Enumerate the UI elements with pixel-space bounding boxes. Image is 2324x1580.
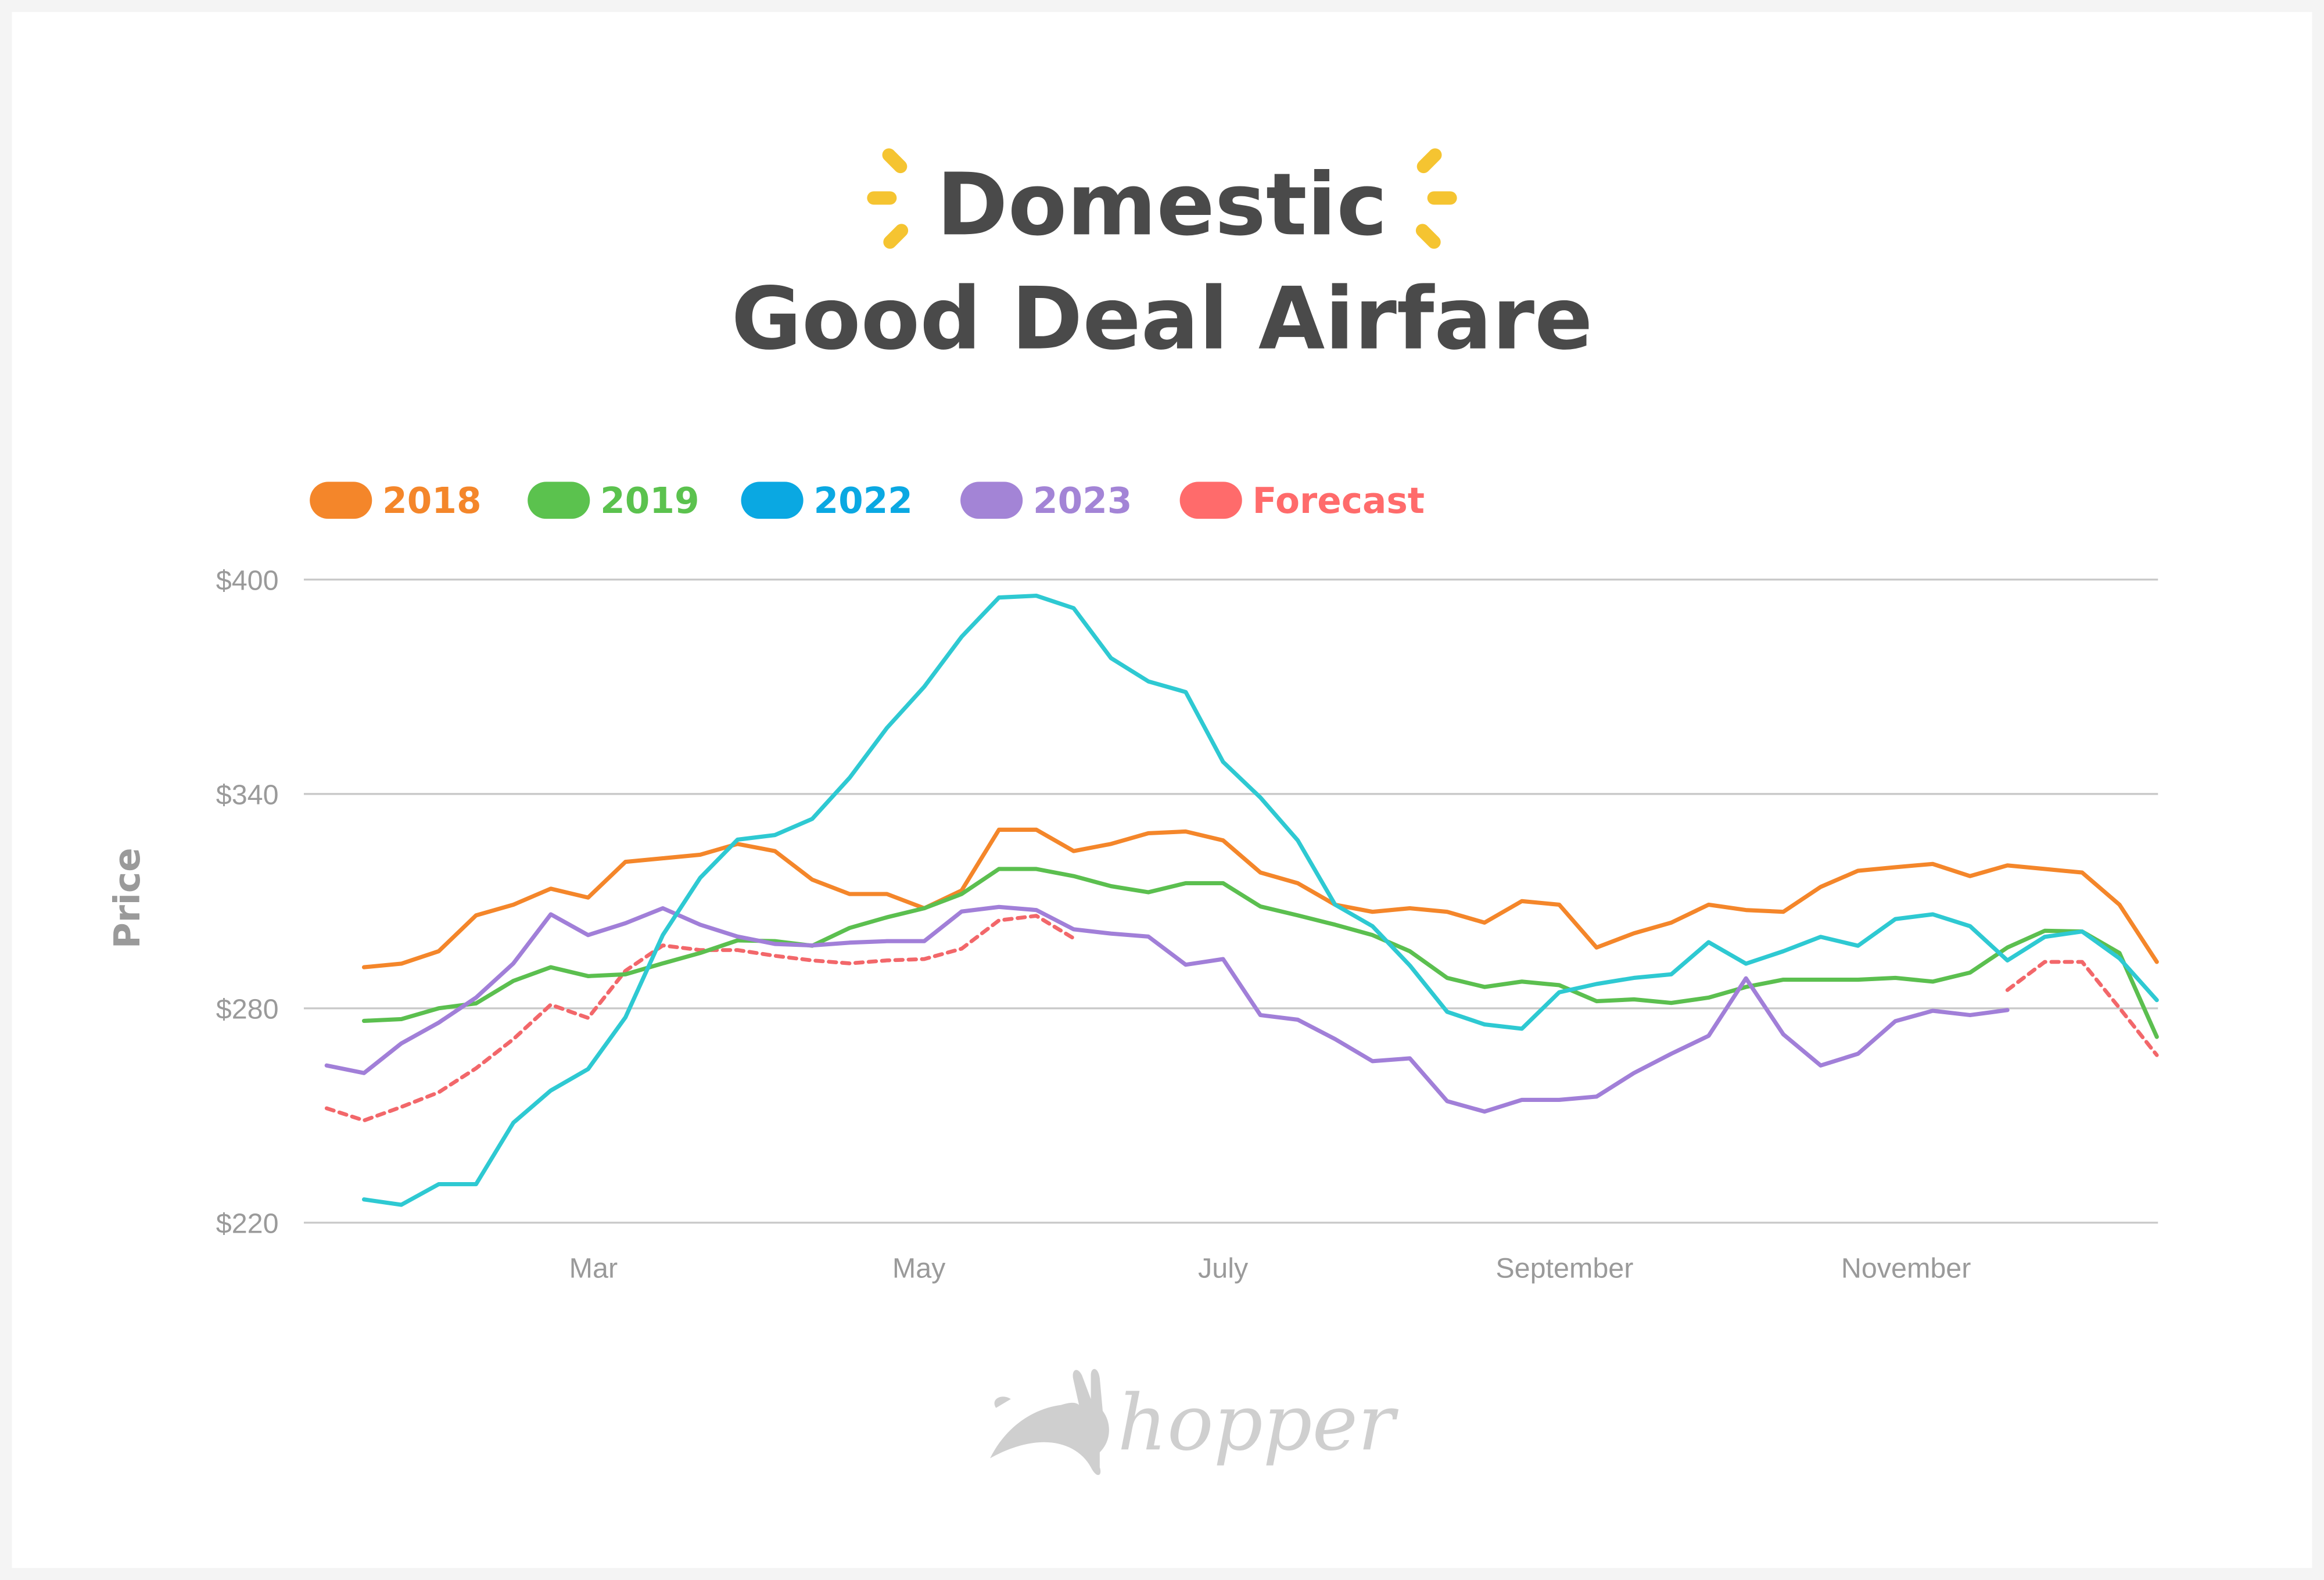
legend-label: 2019 — [600, 480, 699, 522]
legend-swatch — [310, 482, 372, 519]
y-tick-label: $400 — [216, 565, 279, 597]
y-axis: $400 $340 $280 $220 — [216, 565, 279, 1240]
gridlines — [303, 579, 2158, 1224]
series-line-forecast — [324, 914, 2159, 1123]
x-tick-label: September — [1495, 1252, 1633, 1284]
x-tick-label: May — [892, 1252, 946, 1284]
chart-title-line1: Domestic — [937, 155, 1387, 254]
series-line-2018 — [361, 827, 2159, 969]
legend-swatch — [1179, 482, 1242, 519]
series-line-2023 — [324, 904, 2010, 1114]
legend: 2018 2019 2022 2023 Forecast — [310, 480, 1425, 522]
legend-item-2023[interactable]: 2023 — [960, 480, 1132, 522]
legend-label: 2022 — [814, 480, 913, 522]
x-axis: Mar May July September November — [569, 1252, 1971, 1284]
series-line-2019 — [361, 867, 2159, 1039]
y-tick-label: $220 — [216, 1208, 279, 1240]
logo-wordmark: hopper — [1117, 1378, 1398, 1468]
legend-item-2022[interactable]: 2022 — [741, 480, 913, 522]
series-lines — [324, 593, 2159, 1207]
rabbit-icon — [990, 1369, 1109, 1475]
legend-item-2019[interactable]: 2019 — [528, 480, 700, 522]
sparkle-left-icon — [867, 148, 909, 249]
legend-label: 2018 — [382, 480, 481, 522]
y-axis-label: Price — [107, 848, 148, 949]
chart-title-line2: Good Deal Airfare — [731, 269, 1593, 369]
x-tick-label: November — [1841, 1252, 1971, 1284]
legend-swatch — [528, 482, 590, 519]
y-tick-label: $340 — [216, 780, 279, 811]
legend-swatch — [960, 482, 1023, 519]
legend-label: 2023 — [1033, 480, 1132, 522]
x-tick-label: July — [1198, 1252, 1249, 1284]
hopper-logo: hopper — [990, 1369, 1398, 1475]
sparkle-right-icon — [1415, 148, 1457, 249]
legend-swatch — [741, 482, 804, 519]
card-background — [12, 12, 2312, 1568]
legend-item-2018[interactable]: 2018 — [310, 480, 482, 522]
series-line-2022 — [361, 593, 2159, 1207]
x-tick-label: Mar — [569, 1252, 618, 1284]
legend-label: Forecast — [1253, 480, 1425, 522]
y-tick-label: $280 — [216, 994, 279, 1025]
legend-item-forecast[interactable]: Forecast — [1179, 480, 1425, 522]
